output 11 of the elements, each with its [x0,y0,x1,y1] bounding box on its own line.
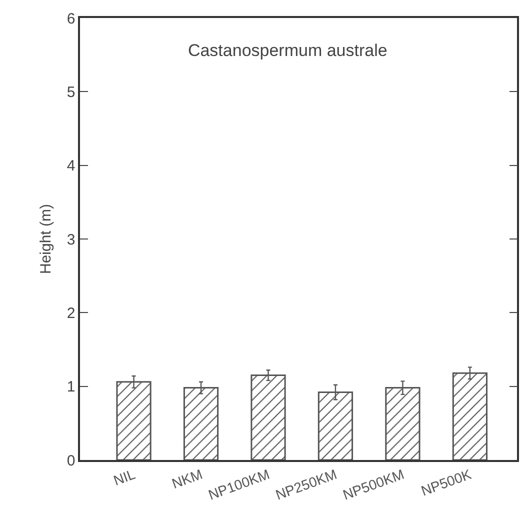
y-tick-label: 0 [66,452,76,470]
text: Castanospermum australe [188,40,388,60]
x-tick-label: NKM [170,466,204,492]
y-tick-label: 5 [66,84,76,101]
y-tick-label: 4 [66,158,76,175]
y-tick-label: 6 [66,10,76,28]
x-tick-label: NIL [111,466,138,488]
y-axis-title: Height (m) [38,204,55,274]
y-tick-label: 3 [66,231,76,248]
y-tick-label: 2 [66,304,76,322]
y-tick-label: 1 [66,378,76,396]
